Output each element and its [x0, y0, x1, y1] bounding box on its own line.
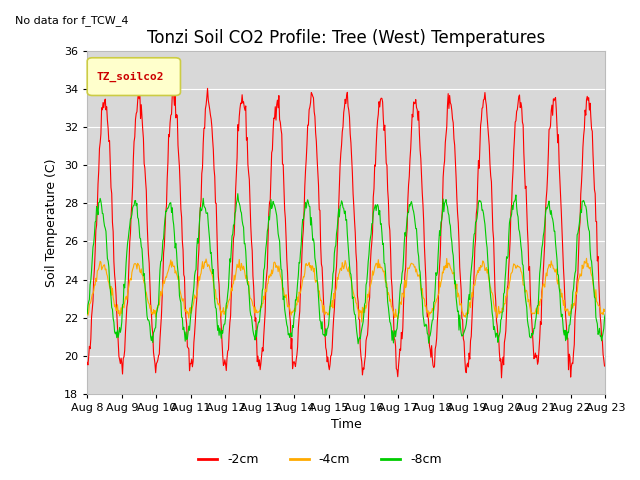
- Text: TZ_soilco2: TZ_soilco2: [97, 72, 164, 82]
- X-axis label: Time: Time: [331, 419, 362, 432]
- Legend: -2cm, -4cm, -8cm: -2cm, -4cm, -8cm: [193, 448, 447, 471]
- Title: Tonzi Soil CO2 Profile: Tree (West) Temperatures: Tonzi Soil CO2 Profile: Tree (West) Temp…: [147, 29, 545, 47]
- FancyBboxPatch shape: [87, 58, 180, 96]
- Y-axis label: Soil Temperature (C): Soil Temperature (C): [45, 158, 58, 287]
- Text: No data for f_TCW_4: No data for f_TCW_4: [15, 15, 129, 26]
